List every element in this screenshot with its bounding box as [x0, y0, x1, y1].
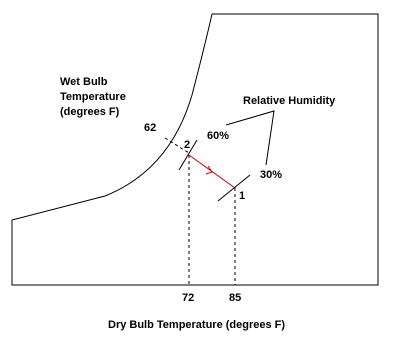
humidity-value: 30%: [260, 169, 282, 181]
dry-bulb-label: Dry Bulb Temperature (degrees F): [108, 319, 285, 331]
point-label: 2: [184, 139, 190, 151]
dry-bulb-value: 72: [182, 292, 194, 304]
humidity-curve: [178, 139, 198, 171]
humidity-curve: [217, 174, 251, 202]
chart-outline: [11, 13, 379, 286]
wet-bulb-dashed-line: [164, 137, 190, 154]
dry-bulb-value: 85: [229, 292, 241, 304]
humidity-value: 60%: [207, 130, 229, 142]
wet-bulb-label: (degrees F): [60, 106, 120, 118]
wet-bulb-label: Temperature: [60, 91, 126, 103]
humidity-pointer: [225, 110, 275, 166]
wet-bulb-value: 62: [144, 122, 156, 134]
wet-bulb-label: Wet Bulb: [60, 76, 108, 88]
process-arrow: [205, 165, 213, 175]
humidity-label: Relative Humidity: [243, 95, 336, 107]
point-label: 1: [239, 190, 245, 202]
